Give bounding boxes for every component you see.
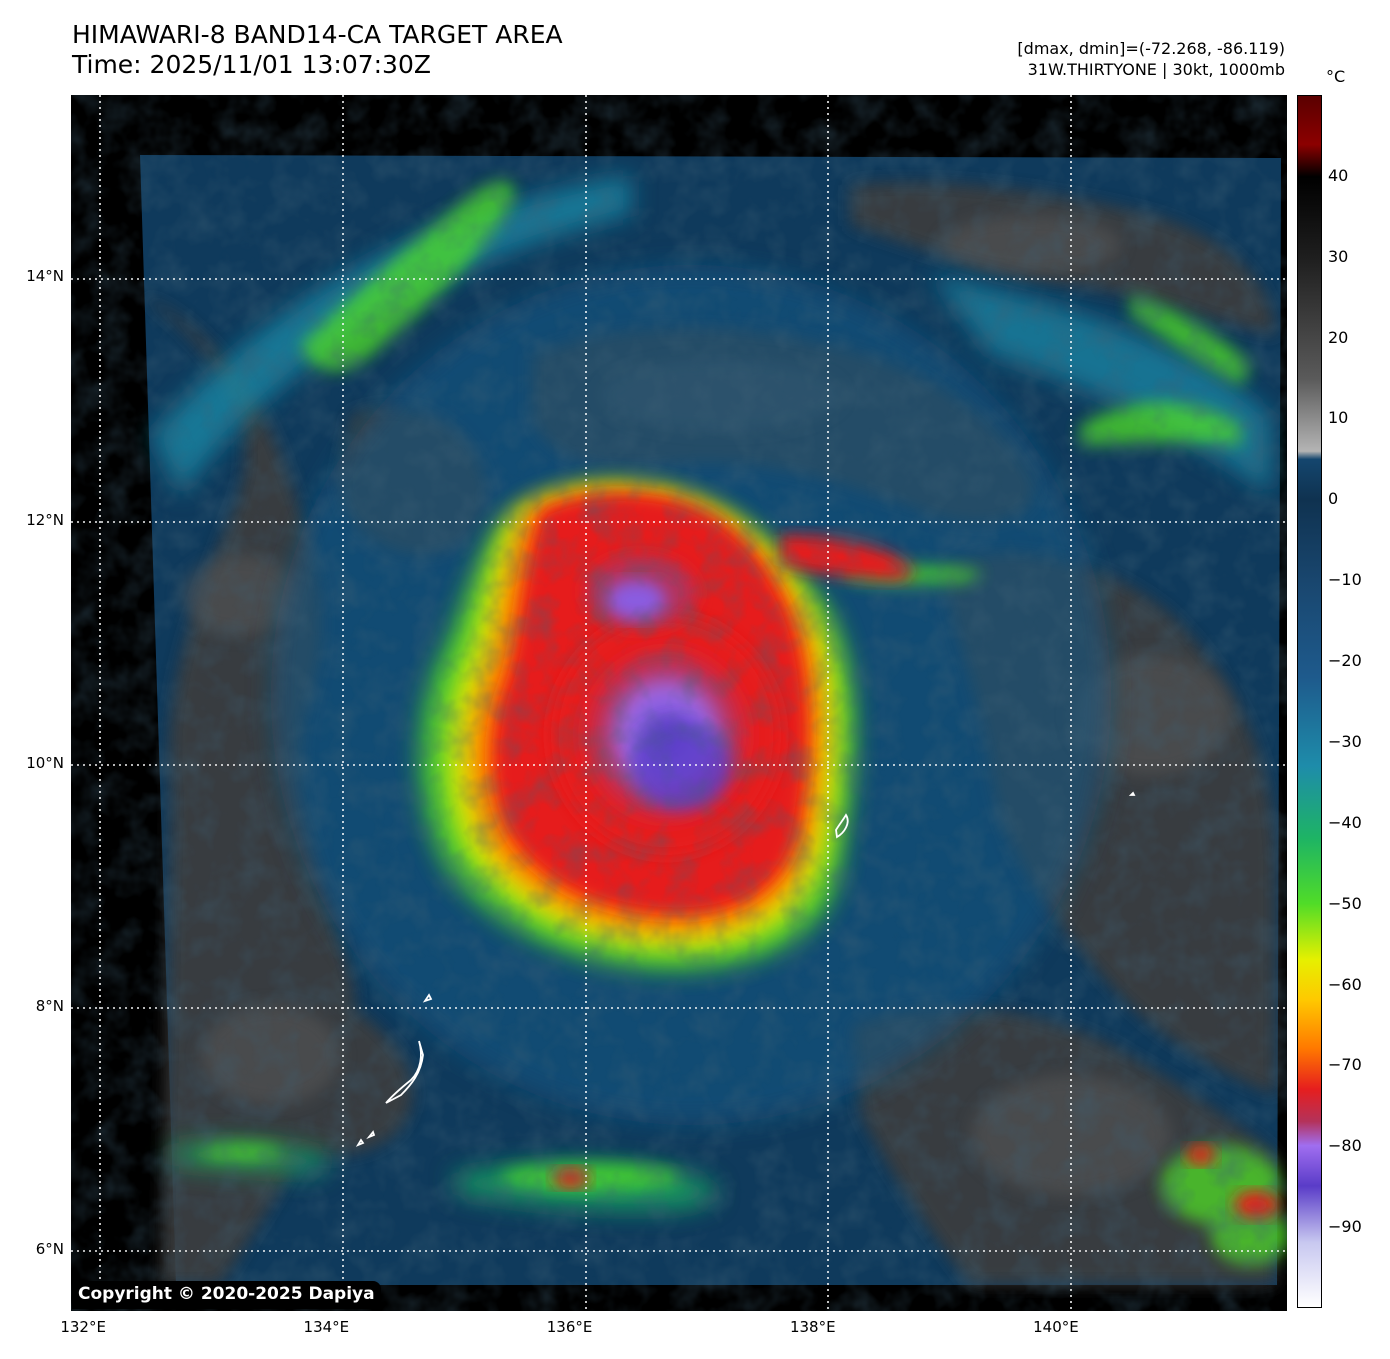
lat-tick-label: 14°N [26,267,64,286]
colorbar-tick-label: 0 [1328,489,1339,509]
colorbar-tick-label: −40 [1328,812,1362,832]
temperature-range: [dmax, dmin]=(-72.268, -86.119) [1017,39,1285,58]
colorbar-tick-label: 40 [1328,165,1349,185]
colorbar-tick-label: −10 [1328,570,1362,590]
colorbar [1297,95,1322,1308]
lat-tick-label: 10°N [26,753,64,772]
title-line-time: Time: 2025/11/01 13:07:30Z [72,50,431,79]
title-line-product: HIMAWARI-8 BAND14-CA TARGET AREA [72,20,563,49]
colorbar-tick-label: −50 [1328,893,1362,913]
palau-coastline [385,1040,424,1104]
yap-coastline [835,813,849,839]
lat-tick-label: 12°N [26,510,64,529]
coastlines [355,791,1136,1147]
lat-tick-label: 6°N [35,1240,64,1259]
cloud-texture [140,155,1281,1285]
colorbar-tick-label: 10 [1328,408,1349,428]
figure-title: HIMAWARI-8 BAND14-CA TARGET AREA Time: 2… [72,20,563,80]
graticule [71,95,1287,1311]
satellite-map [71,95,1287,1311]
storm-info: [dmax, dmin]=(-72.268, -86.119) 31W.THIR… [1017,38,1285,80]
colorbar-tick-label: −20 [1328,651,1362,671]
colorbar-tick-label: −90 [1328,1217,1362,1237]
colorbar-tick-label: −30 [1328,731,1362,751]
colorbar-tick-label: 20 [1328,327,1349,347]
lon-tick-label: 140°E [1033,1318,1079,1336]
copyright-notice: Copyright © 2020-2025 Dapiya [72,1281,381,1309]
colorbar-unit: °C [1326,67,1346,86]
lon-tick-label: 132°E [60,1318,106,1336]
lat-tick-label: 8°N [35,997,64,1015]
storm-name-intensity: 31W.THIRTYONE | 30kt, 1000mb [1027,60,1285,79]
colorbar-tick-label: 30 [1328,246,1349,266]
lon-tick-label: 134°E [303,1318,350,1336]
lon-tick-label: 138°E [789,1318,836,1336]
colorbar-tick-label: −80 [1328,1136,1362,1156]
colorbar-tick-label: −70 [1328,1055,1362,1075]
colorbar-tick-label: −60 [1328,974,1362,994]
lon-tick-label: 136°E [546,1318,593,1336]
